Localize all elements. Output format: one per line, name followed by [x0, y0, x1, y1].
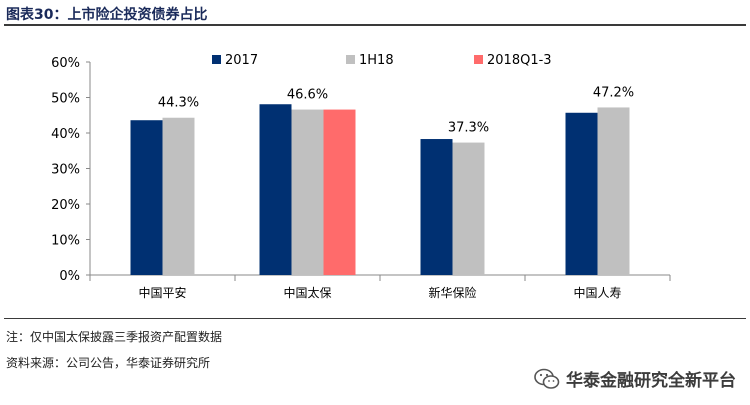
watermark: 华泰金融研究全新平台	[534, 366, 736, 391]
notes-rule	[4, 318, 746, 319]
legend-swatch	[346, 55, 355, 64]
x-category-label: 中国人寿	[573, 285, 621, 300]
chart-source: 资料来源：公司公告，华泰证券研究所	[6, 356, 211, 370]
y-tick-label: 20%	[51, 198, 80, 213]
bar	[565, 112, 598, 275]
y-tick-label: 30%	[51, 163, 80, 178]
legend-swatch	[212, 55, 221, 64]
bar	[323, 109, 356, 275]
legend-label: 1H18	[359, 53, 394, 68]
data-label: 46.6%	[287, 88, 328, 103]
legend-swatch	[474, 55, 483, 64]
bar	[420, 139, 453, 275]
bar	[130, 120, 163, 275]
x-category-label: 中国太保	[283, 285, 331, 300]
bar	[259, 104, 292, 276]
y-tick-label: 60%	[51, 56, 80, 71]
y-tick-label: 50%	[51, 92, 80, 107]
bar	[597, 107, 630, 275]
legend-label: 2017	[225, 53, 258, 68]
y-tick-label: 0%	[59, 269, 80, 284]
x-category-label: 中国平安	[138, 285, 186, 300]
y-tick-label: 40%	[51, 127, 80, 142]
wechat-logo-icon	[534, 368, 560, 389]
bar	[291, 109, 324, 275]
watermark-text: 华泰金融研究全新平台	[566, 371, 736, 391]
title-rule	[4, 24, 746, 26]
data-label: 37.3%	[448, 121, 489, 136]
data-label: 47.2%	[593, 85, 634, 100]
data-label: 44.3%	[158, 96, 199, 111]
x-category-label: 新华保险	[428, 285, 476, 300]
chart-note: 注：仅中国太保披露三季报资产配置数据	[6, 330, 223, 344]
figure-title: 图表30：上市险企投资债券占比	[6, 7, 208, 23]
bar	[452, 142, 485, 275]
y-tick-label: 10%	[51, 234, 80, 249]
bar	[162, 117, 195, 275]
legend-label: 2018Q1-3	[487, 53, 552, 68]
